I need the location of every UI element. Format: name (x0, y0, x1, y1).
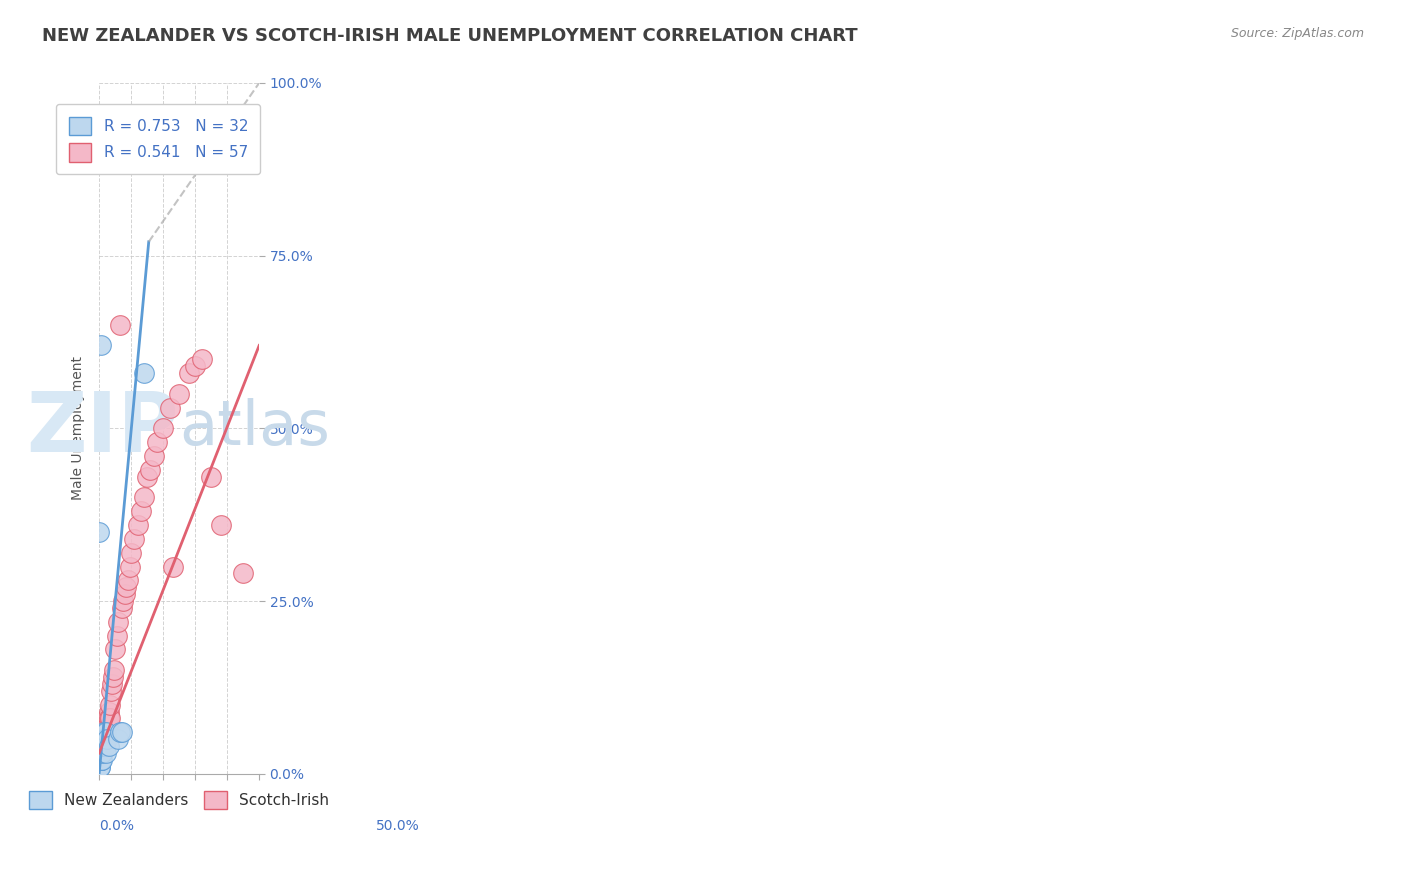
Point (103, 663, 125, 677)
Point (91, 739, 114, 753)
Point (152, 421, 174, 435)
Point (184, 359, 207, 374)
Point (97, 739, 120, 753)
Point (139, 463, 162, 477)
Point (94, 732, 117, 747)
Point (96, 711, 118, 725)
Point (97, 718, 120, 732)
Point (93, 732, 115, 747)
Point (162, 559, 184, 574)
Point (90, 739, 112, 753)
Point (94, 718, 117, 732)
Point (89, 760, 111, 774)
Point (89, 760, 111, 774)
Point (94, 725, 117, 739)
Point (104, 642, 127, 657)
Point (91, 739, 114, 753)
Point (177, 366, 200, 380)
Point (91, 739, 114, 753)
Text: Source: ZipAtlas.com: Source: ZipAtlas.com (1230, 27, 1364, 40)
Point (209, 518, 232, 533)
Point (91, 746, 114, 760)
Point (110, 725, 132, 739)
Point (132, 366, 155, 380)
Point (93, 725, 115, 739)
Point (232, 566, 254, 581)
Point (107, 732, 129, 747)
Point (127, 518, 149, 533)
Point (90, 746, 112, 760)
Point (100, 684, 122, 698)
Point (89, 753, 111, 767)
Point (93, 739, 115, 753)
Point (112, 594, 135, 608)
Point (114, 587, 136, 601)
Point (98, 698, 121, 712)
Point (90, 753, 112, 767)
Point (91, 739, 114, 753)
Point (89, 524, 111, 539)
Point (91, 746, 114, 760)
Point (90, 732, 112, 747)
Point (117, 574, 139, 588)
Point (145, 435, 167, 450)
Point (124, 532, 146, 546)
Point (142, 449, 165, 463)
Point (129, 504, 152, 518)
Point (110, 601, 132, 615)
Point (89, 753, 111, 767)
Point (93, 732, 115, 747)
Point (108, 725, 131, 739)
Point (98, 711, 121, 725)
Point (118, 559, 141, 574)
Point (107, 615, 129, 629)
Point (105, 629, 128, 643)
Point (136, 469, 159, 483)
Point (132, 491, 155, 505)
Point (96, 746, 118, 760)
Point (90, 753, 112, 767)
Point (94, 725, 117, 739)
Point (90, 753, 112, 767)
Point (120, 546, 142, 560)
Text: 50.0%: 50.0% (375, 819, 419, 832)
Point (96, 732, 118, 747)
Point (159, 401, 181, 415)
Point (101, 670, 124, 684)
Text: 0.0%: 0.0% (100, 819, 134, 832)
Point (94, 739, 117, 753)
Point (190, 352, 212, 367)
Point (90, 746, 112, 760)
Point (90, 753, 112, 767)
Point (97, 705, 120, 719)
Point (200, 469, 222, 483)
Point (91, 725, 114, 739)
Text: ZIP: ZIP (27, 388, 179, 469)
Point (91, 732, 114, 747)
Point (94, 725, 117, 739)
Point (91, 739, 114, 753)
Y-axis label: Male Unemployment: Male Unemployment (72, 356, 86, 500)
Point (101, 677, 124, 691)
Point (90, 338, 112, 352)
Point (94, 725, 117, 739)
Point (96, 718, 118, 732)
Point (91, 739, 114, 753)
Point (108, 318, 131, 332)
Point (91, 739, 114, 753)
Text: atlas: atlas (179, 399, 330, 458)
Point (90, 739, 112, 753)
Point (89, 753, 111, 767)
Point (115, 580, 138, 594)
Point (89, 746, 111, 760)
Text: NEW ZEALANDER VS SCOTCH-IRISH MALE UNEMPLOYMENT CORRELATION CHART: NEW ZEALANDER VS SCOTCH-IRISH MALE UNEMP… (42, 27, 858, 45)
Point (93, 732, 115, 747)
Point (90, 732, 112, 747)
Point (93, 732, 115, 747)
Point (167, 386, 190, 401)
Legend: New Zealanders, Scotch-Irish: New Zealanders, Scotch-Irish (17, 779, 342, 822)
Point (98, 711, 121, 725)
